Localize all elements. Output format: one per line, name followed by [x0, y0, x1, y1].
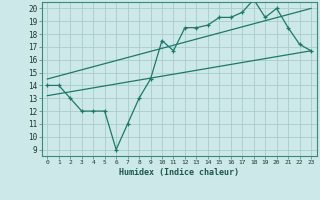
- X-axis label: Humidex (Indice chaleur): Humidex (Indice chaleur): [119, 168, 239, 177]
